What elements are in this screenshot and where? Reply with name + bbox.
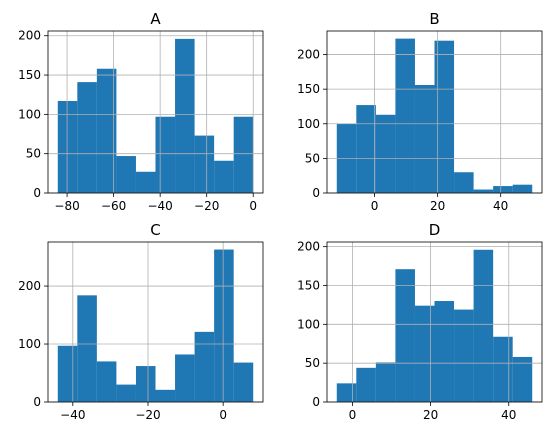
x-tick-label: −40 (60, 408, 85, 422)
axes-frame (47, 30, 264, 194)
x-tick-label: −20 (194, 199, 219, 213)
histogram-bar (175, 354, 195, 402)
histogram-bar (135, 366, 156, 402)
panel-title: A (150, 10, 161, 28)
panel-title: B (429, 10, 439, 28)
y-tick-label: 100 (297, 117, 320, 131)
y-tick-label: 0 (312, 395, 320, 409)
y-tick-label: 50 (305, 356, 320, 370)
x-tick-label: 40 (501, 408, 516, 422)
y-tick-label: 150 (297, 278, 320, 292)
histogram-bar (434, 301, 455, 402)
axes-frame (326, 30, 543, 194)
x-tick-label: −40 (147, 199, 172, 213)
histogram-bar (233, 362, 254, 402)
histogram-bar (135, 171, 156, 193)
histogram-bar (96, 361, 117, 402)
y-tick-label: 200 (297, 240, 320, 254)
histogram-bar (454, 172, 474, 193)
histogram-bar (116, 156, 136, 193)
histogram-bar (233, 116, 254, 193)
x-tick-label: 0 (249, 199, 257, 213)
panel-a: −80 −60 −40 −20 0 0 50 100 150 200 A (18, 10, 264, 213)
histogram-bar (414, 305, 435, 402)
histogram-bar (96, 68, 117, 193)
x-tick-label: 20 (430, 199, 445, 213)
y-tick-label: 0 (33, 186, 41, 200)
y-tick-label: 50 (305, 151, 320, 165)
histogram-bar (512, 356, 533, 402)
histogram-bar (395, 269, 415, 402)
panel-title: D (429, 221, 441, 239)
y-tick-label: 100 (18, 337, 41, 351)
histogram-bar (77, 295, 97, 402)
histogram-bar (57, 100, 78, 193)
y-tick-label: 200 (18, 29, 41, 43)
histogram-bar (57, 345, 78, 402)
histogram-bar (336, 383, 357, 402)
histogram-bar (116, 384, 136, 402)
x-tick-label: 40 (493, 199, 508, 213)
histogram-bar (375, 114, 396, 193)
histogram-bar (434, 40, 455, 193)
histogram-bar (155, 389, 176, 402)
histogram-bar (356, 105, 376, 193)
histogram-bar (512, 184, 533, 193)
histogram-bar (356, 367, 376, 402)
histogram-bar (473, 249, 494, 402)
panel-title: C (150, 221, 160, 239)
y-tick-label: 50 (26, 147, 41, 161)
x-tick-label: 0 (219, 408, 227, 422)
y-tick-label: 200 (18, 279, 41, 293)
histogram-bar (414, 85, 435, 193)
y-tick-label: 200 (297, 48, 320, 62)
histogram-bar (175, 38, 195, 194)
histogram-bar (375, 362, 396, 402)
histogram-bar (155, 116, 176, 193)
y-tick-label: 0 (312, 186, 320, 200)
y-tick-label: 150 (297, 82, 320, 96)
y-tick-label: 150 (18, 68, 41, 82)
histogram-bar (77, 82, 97, 193)
x-tick-label: −20 (135, 408, 160, 422)
histogram-bar (194, 135, 215, 193)
x-tick-label: 20 (423, 408, 438, 422)
panel-c: −40 −20 0 0 100 200 C (18, 221, 264, 422)
y-tick-label: 0 (33, 395, 41, 409)
y-tick-label: 100 (18, 107, 41, 121)
histogram-bar (493, 336, 513, 402)
histogram-bar (473, 189, 494, 193)
x-tick-label: −60 (101, 199, 126, 213)
axes-frame (47, 241, 264, 403)
x-tick-label: 0 (349, 408, 357, 422)
panel-d: 0 20 40 0 50 100 150 200 D (297, 221, 543, 422)
histogram-bar (395, 38, 415, 193)
x-tick-label: −80 (54, 199, 79, 213)
histogram-bar (454, 309, 474, 402)
histogram-bar (493, 186, 513, 193)
y-tick-label: 100 (297, 317, 320, 331)
axes-frame (326, 241, 543, 403)
histogram-bar (214, 249, 234, 402)
histogram-bar (214, 160, 234, 193)
x-tick-label: 0 (371, 199, 379, 213)
panel-b: 0 20 40 0 50 100 150 200 B (297, 10, 543, 213)
histogram-bar (194, 331, 215, 402)
